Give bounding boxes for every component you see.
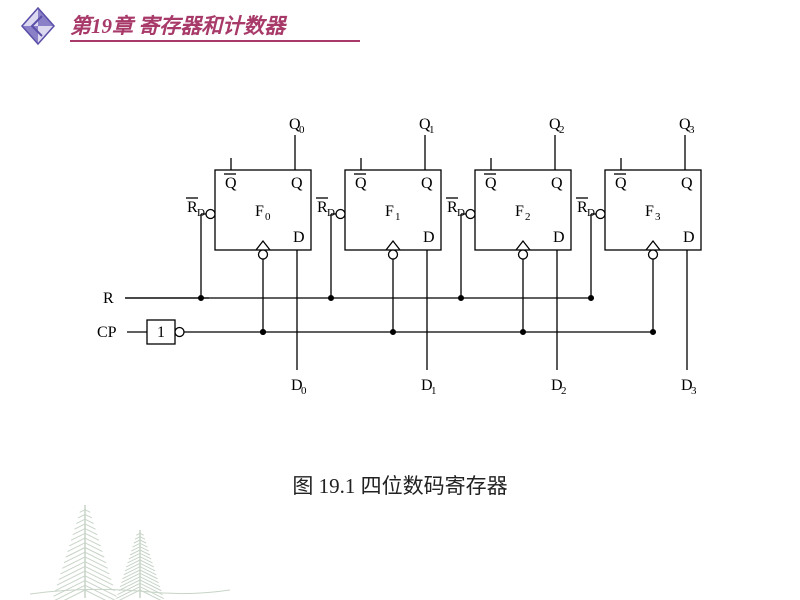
slide-page: 第19章 寄存器和计数器 QQF0DQ0RDD0QQF1DQ1RDD1QQF2D… bbox=[0, 0, 800, 600]
svg-text:1: 1 bbox=[429, 124, 435, 136]
svg-text:D: D bbox=[553, 229, 565, 246]
svg-text:F: F bbox=[515, 203, 524, 220]
svg-text:F: F bbox=[645, 203, 654, 220]
svg-text:Q: Q bbox=[355, 175, 367, 192]
svg-text:Q: Q bbox=[681, 175, 693, 192]
svg-text:1: 1 bbox=[431, 385, 437, 397]
svg-text:Q: Q bbox=[225, 175, 237, 192]
svg-text:0: 0 bbox=[301, 385, 307, 397]
svg-text:3: 3 bbox=[691, 385, 697, 397]
svg-text:Q: Q bbox=[421, 175, 433, 192]
svg-text:D: D bbox=[293, 229, 305, 246]
chapter-title: 第19章 寄存器和计数器 bbox=[70, 10, 285, 40]
tree-decoration-icon bbox=[30, 490, 230, 600]
svg-text:D: D bbox=[683, 229, 695, 246]
circuit-diagram: QQF0DQ0RDD0QQF1DQ1RDD1QQF2DQ2RDD2QQF3DQ3… bbox=[95, 100, 735, 410]
svg-text:R: R bbox=[103, 290, 114, 307]
svg-text:Q: Q bbox=[291, 175, 303, 192]
svg-text:1: 1 bbox=[157, 324, 165, 341]
svg-text:Q: Q bbox=[551, 175, 563, 192]
svg-text:0: 0 bbox=[265, 211, 271, 223]
svg-text:2: 2 bbox=[559, 124, 565, 136]
slide-header: 第19章 寄存器和计数器 bbox=[0, 0, 800, 50]
svg-text:CP: CP bbox=[97, 324, 117, 341]
svg-text:2: 2 bbox=[525, 211, 531, 223]
svg-text:F: F bbox=[255, 203, 264, 220]
diamond-icon bbox=[18, 6, 58, 46]
svg-text:Q: Q bbox=[485, 175, 497, 192]
svg-text:0: 0 bbox=[299, 124, 305, 136]
svg-text:3: 3 bbox=[655, 211, 661, 223]
svg-text:Q: Q bbox=[615, 175, 627, 192]
svg-text:3: 3 bbox=[689, 124, 695, 136]
svg-text:2: 2 bbox=[561, 385, 567, 397]
title-rule bbox=[70, 40, 360, 42]
svg-text:D: D bbox=[423, 229, 435, 246]
svg-text:F: F bbox=[385, 203, 394, 220]
svg-text:1: 1 bbox=[395, 211, 401, 223]
